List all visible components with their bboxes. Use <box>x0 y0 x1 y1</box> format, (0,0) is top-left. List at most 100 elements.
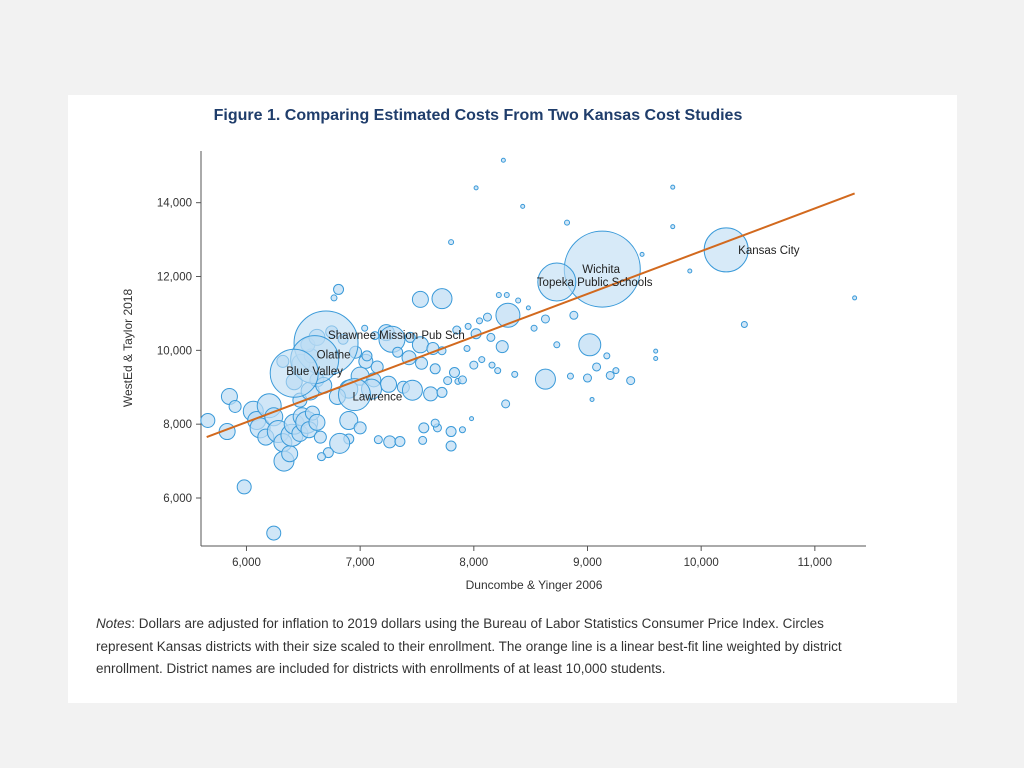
district-bubble <box>380 375 398 393</box>
district-bubble <box>200 412 216 428</box>
district-bubble <box>430 418 440 428</box>
y-axis-label: WestEd & Taylor 2018 <box>121 289 135 408</box>
y-tick-label: 14,000 <box>157 198 192 210</box>
district-bubble <box>564 219 571 226</box>
district-bubble <box>603 352 611 360</box>
district-bubble <box>339 410 359 430</box>
district-bubble <box>445 426 457 438</box>
district-bubble <box>329 432 351 454</box>
district-bubble <box>653 348 659 354</box>
district-bubble <box>520 203 526 209</box>
district-bubble <box>653 355 659 361</box>
district-bubble <box>503 291 510 298</box>
y-tick-label: 10,000 <box>157 345 192 357</box>
district-bubble <box>401 379 423 401</box>
district-bubble <box>494 367 502 375</box>
district-bubble <box>639 251 645 257</box>
district-bubble <box>500 157 506 163</box>
district-bubble-labeled <box>337 378 371 412</box>
district-label: Blue Valley <box>286 366 343 378</box>
district-bubble <box>525 305 531 311</box>
district-bubble <box>469 416 475 422</box>
district-bubble <box>515 297 522 304</box>
district-bubble <box>687 268 693 274</box>
x-tick-label: 6,000 <box>232 557 261 569</box>
district-bubble <box>436 386 448 398</box>
district-bubble <box>612 367 620 375</box>
district-label: Shawnee Mission Pub Sch <box>328 330 465 342</box>
district-bubble <box>330 294 338 302</box>
district-bubble <box>463 345 471 352</box>
district-bubble <box>373 435 383 445</box>
district-bubble <box>486 332 496 342</box>
district-bubble <box>415 356 429 370</box>
district-bubble <box>495 291 502 298</box>
district-bubble <box>852 295 858 301</box>
notes-lead: Notes <box>96 616 132 631</box>
district-bubble <box>448 239 455 246</box>
scatter-chart: 6,000 7,000 8,000 9,000 10,000 11,000 6,000 8,… <box>121 151 866 592</box>
district-bubble <box>582 373 592 383</box>
district-bubble <box>411 290 429 308</box>
district-bubble <box>626 376 636 386</box>
district-bubble <box>534 368 556 390</box>
y-tick-label: 8,000 <box>163 419 192 431</box>
district-bubble <box>429 363 441 375</box>
fit-line <box>206 192 855 439</box>
district-bubble <box>281 445 299 463</box>
notes-text: Notes: Dollars are adjusted for inflatio… <box>96 613 876 681</box>
district-label: Olathe <box>317 350 351 362</box>
y-tick-label: 12,000 <box>157 272 192 284</box>
district-bubble <box>457 375 467 385</box>
district-bubble <box>361 324 369 332</box>
x-tick-label: 10,000 <box>684 557 719 569</box>
figure-card: Figure 1. Comparing Estimated Costs From… <box>68 95 957 703</box>
district-bubble <box>308 413 326 431</box>
district-bubble <box>353 421 367 435</box>
axes <box>200 151 866 547</box>
district-bubble <box>478 356 486 364</box>
district-bubble-labeled <box>269 348 319 398</box>
district-bubble <box>228 399 242 413</box>
district-label: Kansas City <box>738 245 800 257</box>
district-bubble <box>404 331 416 343</box>
district-bubble <box>418 435 428 445</box>
district-bubble <box>266 525 282 541</box>
district-bubble <box>431 288 453 310</box>
district-label: Wichita <box>582 264 620 276</box>
x-ticks: 6,000 7,000 8,000 9,000 10,000 11,000 <box>232 546 832 569</box>
district-bubble <box>445 440 457 452</box>
x-tick-label: 8,000 <box>459 557 488 569</box>
x-tick-label: 9,000 <box>573 557 602 569</box>
district-bubble <box>592 362 602 372</box>
bubbles <box>200 157 858 541</box>
district-bubble <box>578 333 602 357</box>
district-bubble-labeled <box>537 262 577 302</box>
district-bubble <box>392 346 404 358</box>
district-bubble <box>740 321 748 329</box>
chart-title: Figure 1. Comparing Estimated Costs From… <box>213 107 743 124</box>
x-tick-label: 7,000 <box>346 557 375 569</box>
district-bubble <box>501 399 511 409</box>
notes-body: : Dollars are adjusted for inflation to … <box>96 616 842 676</box>
district-bubble <box>418 422 430 434</box>
district-bubble <box>464 322 472 330</box>
district-bubble <box>394 436 406 448</box>
district-bubble <box>605 370 615 380</box>
district-bubble <box>589 396 595 402</box>
district-bubble <box>443 376 453 386</box>
district-bubble <box>316 452 326 462</box>
labeled-bubbles <box>269 227 749 412</box>
y-tick-label: 6,000 <box>163 493 192 505</box>
district-bubble <box>670 184 676 190</box>
district-bubble <box>313 430 327 444</box>
district-bubble <box>488 361 496 369</box>
district-bubble <box>383 435 397 449</box>
district-bubble <box>473 185 479 191</box>
district-bubble <box>566 372 574 380</box>
district-bubble <box>540 314 550 324</box>
district-bubble <box>553 341 561 349</box>
district-bubble <box>511 370 519 378</box>
district-bubble <box>482 312 492 322</box>
